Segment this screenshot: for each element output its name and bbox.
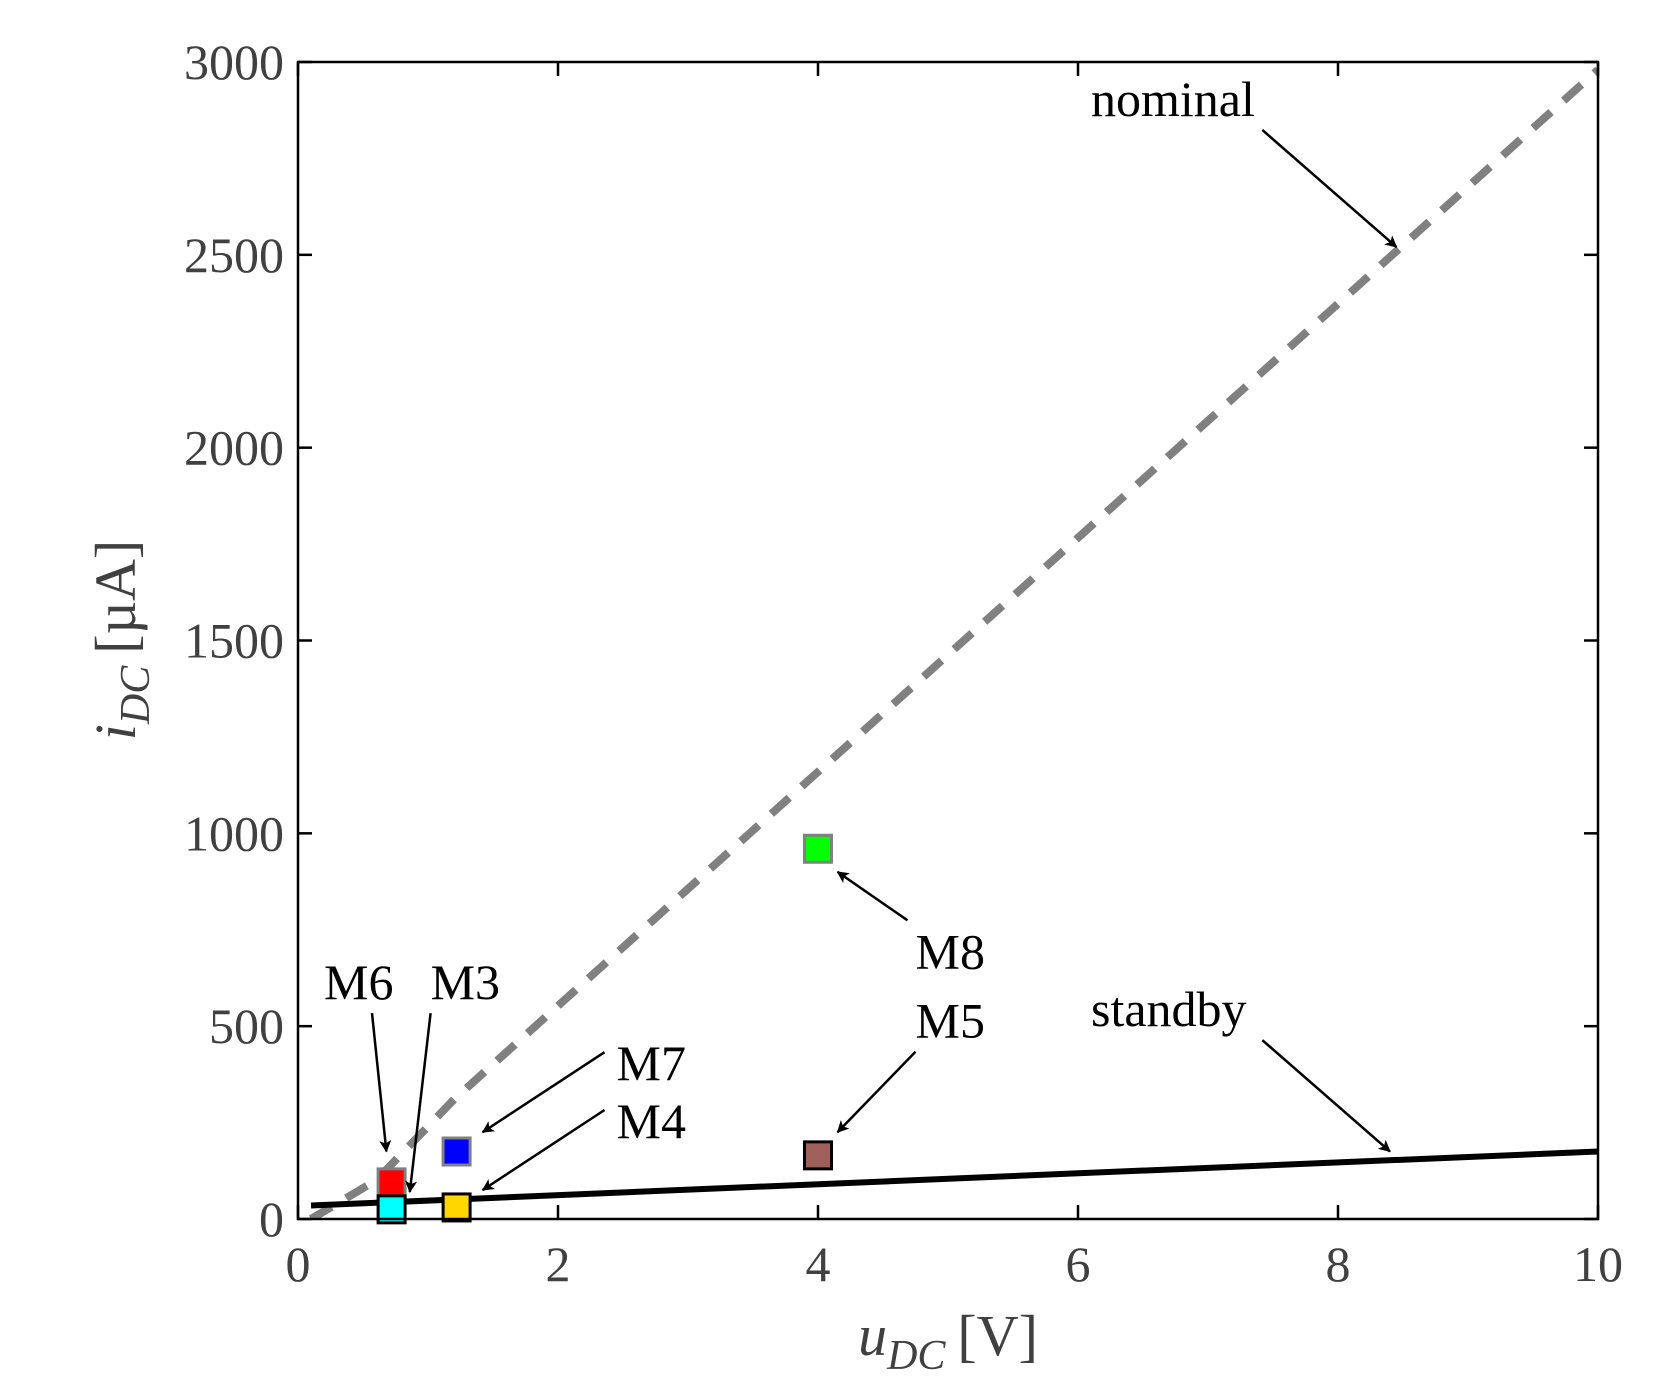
x-tick-label: 4	[806, 1236, 831, 1292]
y-axis-label: iDC[µA]	[83, 540, 159, 740]
annotation-arrow-M7	[481, 1051, 606, 1134]
marker-M4	[441, 1192, 472, 1223]
y-tick-label: 2000	[184, 420, 284, 476]
x-tick-label: 2	[546, 1236, 571, 1292]
marker-M8	[803, 833, 833, 864]
annotation-M5: M5	[916, 993, 985, 1049]
marker-M7	[441, 1136, 472, 1167]
y-tick-label: 1000	[184, 805, 284, 861]
x-tick-label: 0	[286, 1236, 311, 1292]
y-tick-label: 3000	[184, 34, 284, 90]
series-line-standby	[310, 1148, 1598, 1209]
annotation-arrow-standby	[1261, 1039, 1391, 1153]
tick-layer: 0 2 4 6 8 10 0 500 1000 1500 2000 2500 3000	[184, 34, 1623, 1292]
x-axis-label: uDC [V]	[858, 1303, 1038, 1379]
annotation-standby: standby	[1091, 981, 1247, 1037]
plot-area	[298, 62, 1598, 1219]
annotation-M3: M3	[431, 954, 500, 1010]
annotation-arrow-M5	[836, 1050, 917, 1134]
annotation-nominal: nominal	[1091, 71, 1255, 127]
annotation-arrow-M6	[370, 1013, 392, 1153]
annotation-M4: M4	[617, 1093, 686, 1149]
marker-M5	[803, 1140, 833, 1171]
annotation-arrow-M4	[481, 1108, 606, 1192]
annotation-M8: M8	[916, 923, 985, 979]
y-tick-label: 500	[209, 998, 284, 1054]
marker-layer	[376, 833, 833, 1225]
x-tick-label: 6	[1066, 1236, 1091, 1292]
annotation-arrow-nominal	[1261, 129, 1398, 249]
marker-M6	[376, 1167, 407, 1198]
annotation-M7: M7	[617, 1035, 686, 1091]
annotation-M6: M6	[324, 954, 393, 1010]
x-tick-label: 8	[1326, 1236, 1351, 1292]
y-tick-label: 1500	[184, 613, 284, 669]
y-tick-label: 2500	[184, 227, 284, 283]
x-tick-label: 10	[1573, 1236, 1623, 1292]
annotation-arrow-M3	[405, 1013, 432, 1193]
y-tick-label: 0	[259, 1191, 284, 1247]
annotation-arrow-M8	[836, 870, 909, 922]
